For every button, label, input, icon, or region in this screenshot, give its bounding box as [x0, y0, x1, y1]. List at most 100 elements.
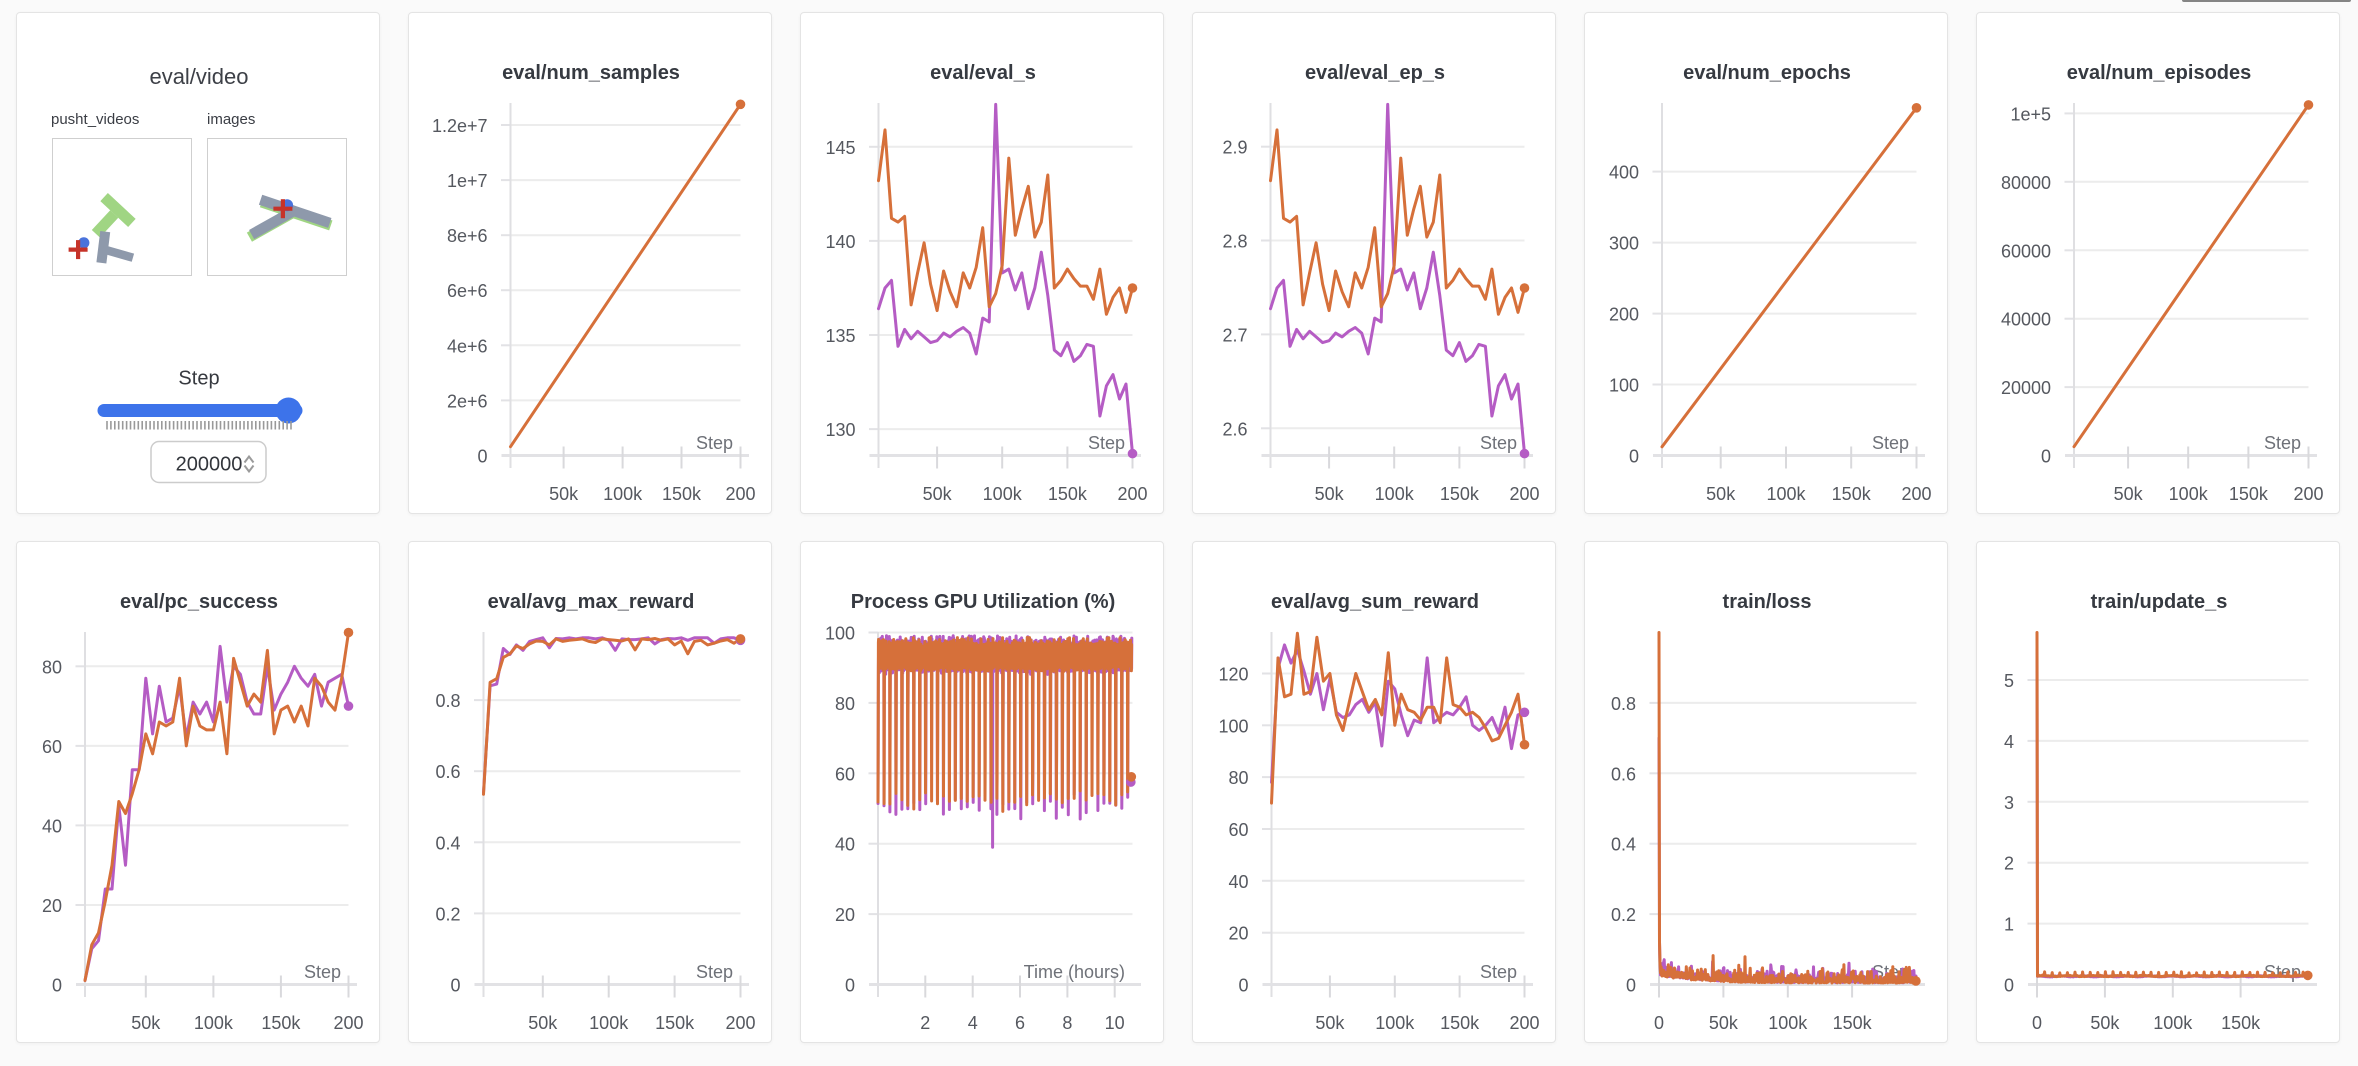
svg-text:200: 200: [725, 1013, 755, 1033]
svg-text:145: 145: [825, 138, 855, 158]
svg-text:120: 120: [1218, 665, 1248, 685]
svg-text:0: 0: [477, 447, 487, 467]
svg-text:50k: 50k: [1315, 1013, 1345, 1033]
svg-text:150k: 150k: [2229, 484, 2269, 504]
svg-text:4e+6: 4e+6: [447, 336, 488, 356]
svg-text:150k: 150k: [1440, 1013, 1480, 1033]
svg-text:50k: 50k: [1315, 484, 1345, 504]
svg-text:200: 200: [1609, 305, 1639, 325]
svg-text:50k: 50k: [2114, 484, 2144, 504]
svg-text:10: 10: [1105, 1013, 1125, 1033]
svg-text:0: 0: [1626, 976, 1636, 996]
svg-text:50k: 50k: [1709, 1013, 1739, 1033]
svg-text:40: 40: [42, 816, 62, 836]
svg-text:train/loss: train/loss: [1723, 591, 1812, 613]
svg-text:100k: 100k: [1375, 1013, 1415, 1033]
svg-text:Step: Step: [696, 962, 733, 982]
svg-text:0.4: 0.4: [435, 833, 460, 853]
svg-text:1e+7: 1e+7: [447, 171, 488, 191]
svg-text:Step: Step: [2264, 433, 2301, 453]
svg-text:0: 0: [450, 976, 460, 996]
svg-text:100k: 100k: [1375, 484, 1415, 504]
svg-text:135: 135: [825, 326, 855, 346]
svg-text:50k: 50k: [131, 1013, 161, 1033]
svg-text:eval/eval_ep_s: eval/eval_ep_s: [1305, 62, 1445, 84]
svg-text:80000: 80000: [2001, 173, 2051, 193]
svg-text:2.8: 2.8: [1222, 232, 1247, 252]
svg-text:train/update_s: train/update_s: [2091, 591, 2228, 613]
svg-text:0.8: 0.8: [1611, 694, 1636, 714]
svg-text:0.6: 0.6: [1611, 764, 1636, 784]
svg-text:2e+6: 2e+6: [447, 391, 488, 411]
svg-text:Process GPU Utilization (%): Process GPU Utilization (%): [851, 591, 1116, 613]
svg-text:eval/num_epochs: eval/num_epochs: [1683, 62, 1851, 84]
svg-text:0: 0: [2041, 447, 2051, 467]
svg-text:0: 0: [2004, 976, 2014, 996]
svg-text:20: 20: [1228, 924, 1248, 944]
svg-text:eval/eval_s: eval/eval_s: [930, 62, 1036, 84]
svg-text:8: 8: [1062, 1013, 1072, 1033]
svg-text:Step: Step: [1480, 962, 1517, 982]
svg-text:20: 20: [835, 905, 855, 925]
svg-text:1: 1: [2004, 915, 2014, 935]
svg-text:100k: 100k: [2153, 1013, 2193, 1033]
svg-text:Step: Step: [1480, 433, 1517, 453]
svg-text:8e+6: 8e+6: [447, 226, 488, 246]
svg-text:100k: 100k: [194, 1013, 234, 1033]
svg-text:0: 0: [2032, 1013, 2042, 1033]
svg-text:2.6: 2.6: [1222, 419, 1247, 439]
svg-text:Step: Step: [304, 962, 341, 982]
svg-text:300: 300: [1609, 234, 1639, 254]
svg-text:150k: 150k: [261, 1013, 301, 1033]
svg-text:2: 2: [920, 1013, 930, 1033]
svg-text:3: 3: [2004, 793, 2014, 813]
svg-text:images: images: [207, 111, 255, 128]
svg-text:100k: 100k: [589, 1013, 629, 1033]
svg-text:1e+5: 1e+5: [2010, 104, 2051, 124]
svg-text:100k: 100k: [603, 484, 643, 504]
svg-text:80: 80: [835, 694, 855, 714]
svg-text:60: 60: [835, 764, 855, 784]
svg-text:100k: 100k: [1768, 1013, 1808, 1033]
svg-text:2.9: 2.9: [1222, 138, 1247, 158]
svg-text:eval/video: eval/video: [149, 64, 248, 89]
svg-text:6: 6: [1015, 1013, 1025, 1033]
svg-text:eval/avg_max_reward: eval/avg_max_reward: [488, 591, 695, 613]
svg-text:20: 20: [42, 896, 62, 916]
svg-text:4: 4: [968, 1013, 978, 1033]
svg-text:100: 100: [1218, 716, 1248, 736]
svg-text:eval/num_episodes: eval/num_episodes: [2067, 62, 2252, 84]
svg-text:0.2: 0.2: [1611, 905, 1636, 925]
svg-text:150k: 150k: [655, 1013, 695, 1033]
svg-text:150k: 150k: [1832, 484, 1872, 504]
svg-text:Step: Step: [1872, 433, 1909, 453]
svg-text:0: 0: [1629, 447, 1639, 467]
svg-text:200: 200: [725, 484, 755, 504]
svg-text:5: 5: [2004, 671, 2014, 691]
svg-text:6e+6: 6e+6: [447, 281, 488, 301]
svg-text:0: 0: [1654, 1013, 1664, 1033]
svg-text:pusht_videos: pusht_videos: [51, 111, 139, 128]
svg-text:0: 0: [1238, 976, 1248, 996]
svg-text:150k: 150k: [2221, 1013, 2261, 1033]
svg-text:100: 100: [825, 624, 855, 644]
svg-text:200: 200: [333, 1013, 363, 1033]
svg-text:400: 400: [1609, 163, 1639, 183]
svg-text:50k: 50k: [528, 1013, 558, 1033]
svg-text:50k: 50k: [1706, 484, 1736, 504]
svg-text:200: 200: [1509, 1013, 1539, 1033]
svg-text:Step: Step: [696, 433, 733, 453]
svg-text:eval/num_samples: eval/num_samples: [502, 62, 680, 84]
svg-text:80: 80: [42, 657, 62, 677]
svg-text:40000: 40000: [2001, 310, 2051, 330]
svg-text:1.2e+7: 1.2e+7: [432, 116, 488, 136]
svg-text:150k: 150k: [662, 484, 702, 504]
svg-text:130: 130: [825, 420, 855, 440]
svg-text:2.7: 2.7: [1222, 325, 1247, 345]
svg-text:100: 100: [1609, 376, 1639, 396]
svg-text:150k: 150k: [1048, 484, 1088, 504]
svg-text:0: 0: [52, 976, 62, 996]
svg-text:Step: Step: [178, 368, 219, 390]
svg-text:100k: 100k: [983, 484, 1023, 504]
svg-text:150k: 150k: [1833, 1013, 1873, 1033]
